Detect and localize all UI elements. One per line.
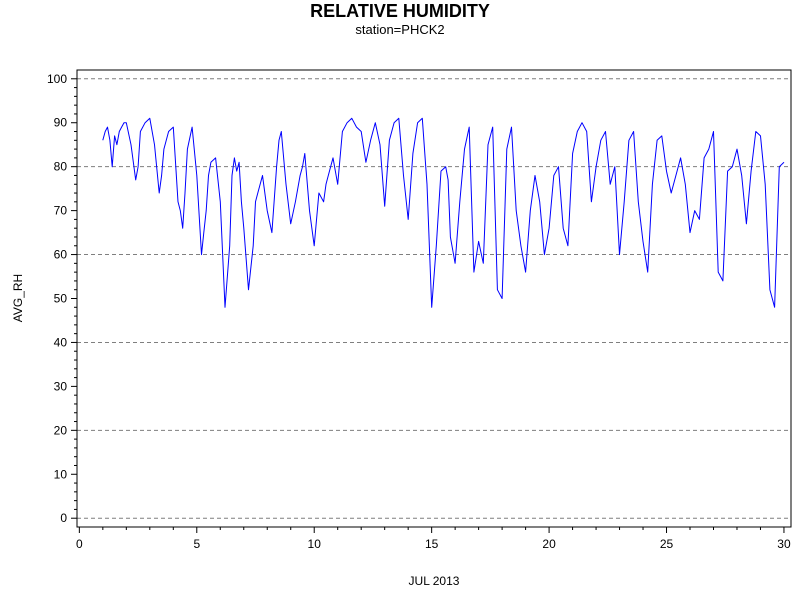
x-tick-label: 5 [193, 537, 200, 551]
x-tick-label: 30 [777, 537, 791, 551]
x-tick-label: 25 [660, 537, 674, 551]
y-axis-label: AVG_RH [11, 274, 25, 322]
y-tick-label: 60 [54, 248, 68, 262]
y-tick-label: 0 [60, 511, 67, 525]
y-tick-label: 80 [54, 160, 68, 174]
y-tick-label: 10 [54, 467, 68, 481]
chart-subtitle: station=PHCK2 [355, 22, 445, 37]
x-axis-label: JUL 2013 [409, 574, 460, 588]
y-tick-label: 40 [54, 335, 68, 349]
axis-layer: 0 10 20 30 40 50 60 70 80 90 100 0 5 10 15 20 25 30 [47, 72, 791, 551]
y-tick-label: 20 [54, 423, 68, 437]
x-tick-label: 10 [308, 537, 322, 551]
y-tick-label: 50 [54, 292, 68, 306]
series-layer [102, 117, 785, 308]
y-tick-label: 70 [54, 204, 68, 218]
y-tick-label: 100 [47, 72, 67, 86]
grid-layer [77, 78, 791, 519]
y-tick-label: 90 [54, 116, 68, 130]
series-line-avg-rh [102, 117, 785, 308]
chart-title: RELATIVE HUMIDITY [310, 1, 490, 21]
plot-frame [76, 69, 792, 528]
x-tick-label: 15 [425, 537, 439, 551]
x-tick-label: 0 [76, 537, 83, 551]
y-tick-label: 30 [54, 379, 68, 393]
x-tick-label: 20 [542, 537, 556, 551]
